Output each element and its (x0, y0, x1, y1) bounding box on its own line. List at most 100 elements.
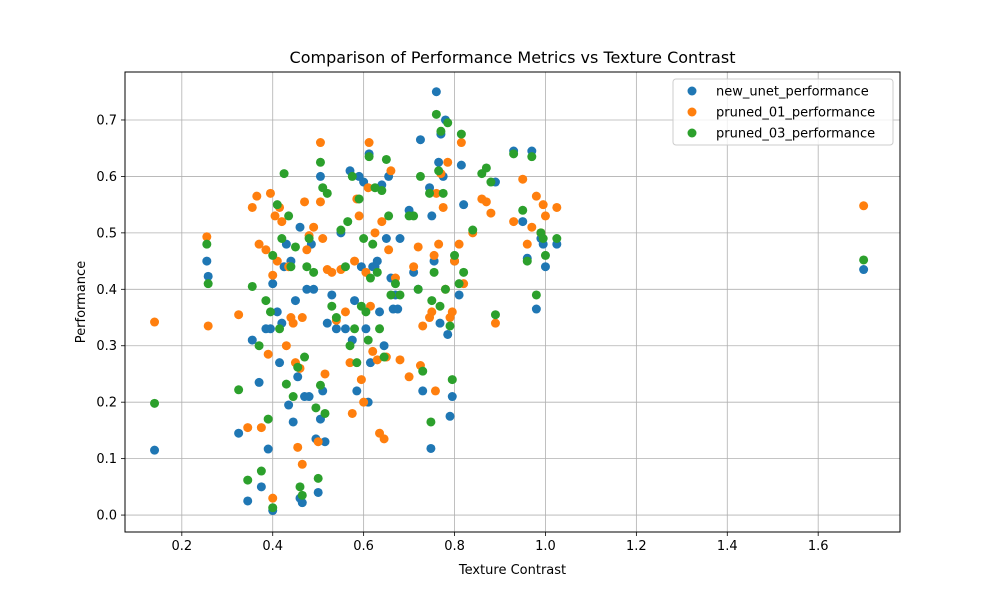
data-point (859, 265, 869, 275)
data-point (531, 191, 541, 201)
data-point (243, 496, 253, 506)
data-point (150, 398, 160, 408)
y-tick-label: 0.6 (96, 170, 117, 185)
data-point (203, 279, 213, 289)
data-point (434, 157, 444, 167)
data-point (454, 239, 464, 249)
data-point (445, 321, 455, 331)
data-point (431, 109, 441, 119)
legend-marker (687, 128, 697, 138)
data-point (340, 262, 350, 272)
data-point (379, 434, 389, 444)
data-point (270, 211, 280, 221)
data-point (263, 414, 273, 424)
data-point (390, 279, 400, 289)
data-point (509, 217, 519, 227)
data-point (243, 475, 253, 485)
data-point (361, 324, 371, 334)
data-point (277, 234, 287, 244)
data-point (522, 239, 532, 249)
data-point (340, 307, 350, 317)
data-point (364, 152, 374, 162)
data-point (352, 386, 362, 396)
y-tick-label: 0.4 (96, 283, 117, 298)
data-point (309, 222, 319, 232)
data-point (522, 256, 532, 266)
data-point (302, 284, 312, 294)
data-point (304, 392, 314, 402)
data-point (284, 211, 294, 221)
data-point (315, 157, 325, 167)
data-point (434, 239, 444, 249)
data-point (331, 313, 341, 323)
data-point (315, 138, 325, 148)
data-point (415, 135, 425, 145)
y-tick-label: 0.3 (96, 339, 117, 354)
legend-label: pruned_03_performance (716, 127, 875, 142)
data-point (345, 341, 355, 351)
data-point (395, 290, 405, 300)
data-point (234, 310, 244, 320)
data-point (481, 163, 491, 173)
data-point (202, 239, 212, 249)
data-point (279, 169, 289, 179)
data-point (320, 437, 330, 447)
data-point (527, 152, 537, 162)
data-point (375, 324, 385, 334)
data-point (202, 232, 212, 242)
x-tick-label: 0.4 (262, 539, 283, 554)
data-point (859, 201, 869, 211)
data-point (456, 160, 466, 170)
data-point (413, 242, 423, 252)
legend-marker (687, 86, 697, 96)
data-point (363, 183, 373, 193)
data-point (431, 87, 441, 97)
data-point (281, 341, 291, 351)
data-point (275, 324, 285, 334)
data-point (252, 191, 262, 201)
data-point (430, 386, 440, 396)
data-point (454, 279, 464, 289)
data-point (256, 423, 266, 433)
data-point (456, 129, 466, 139)
data-point (313, 437, 323, 447)
data-point (372, 355, 382, 365)
data-point (254, 239, 264, 249)
data-point (527, 222, 537, 232)
data-point (254, 377, 264, 387)
data-point (297, 498, 307, 508)
data-point (354, 194, 364, 204)
y-tick-label: 0.5 (96, 226, 117, 241)
data-point (459, 200, 469, 210)
x-tick-label: 1.6 (808, 539, 829, 554)
data-point (261, 296, 271, 306)
data-point (297, 313, 307, 323)
x-tick-label: 0.2 (171, 539, 192, 554)
data-point (315, 197, 325, 207)
data-point (468, 225, 478, 235)
data-point (356, 375, 366, 385)
data-point (350, 324, 360, 334)
data-point (268, 279, 278, 289)
data-point (395, 234, 405, 244)
data-point (263, 349, 273, 359)
data-point (256, 482, 266, 492)
data-point (359, 397, 369, 407)
data-point (272, 307, 282, 317)
data-point (518, 217, 528, 227)
x-ticks: 0.2 0.4 0.6 0.8 1.0 1.2 1.4 1.6 (171, 532, 829, 554)
data-point (393, 304, 403, 314)
chart-title: Comparison of Performance Metrics vs Tex… (290, 48, 736, 67)
data-point (359, 234, 369, 244)
data-point (327, 267, 337, 277)
data-point (327, 290, 337, 300)
data-point (440, 284, 450, 294)
data-point (295, 482, 305, 492)
data-point (313, 487, 323, 497)
data-point (427, 307, 437, 317)
data-point (490, 310, 500, 320)
data-point (300, 352, 310, 362)
data-point (429, 267, 439, 277)
data-point (327, 301, 337, 311)
